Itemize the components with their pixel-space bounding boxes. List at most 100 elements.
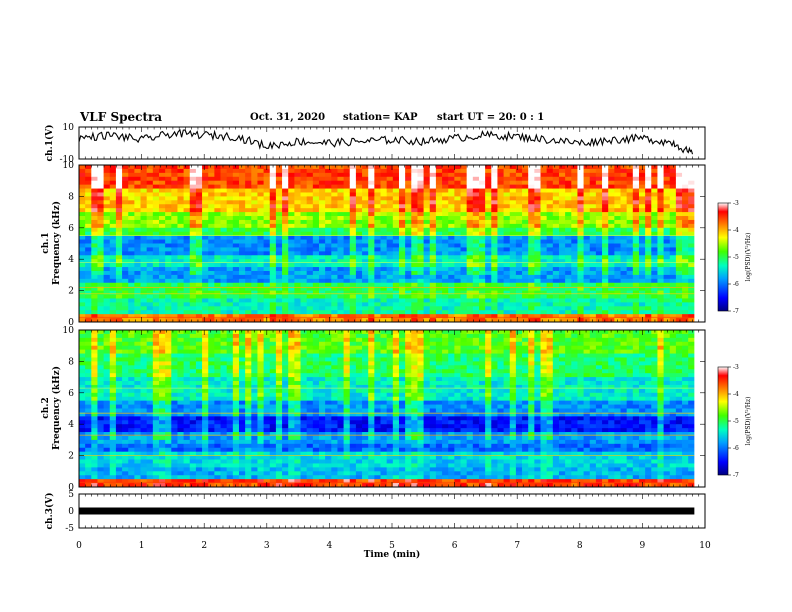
spectrogram-cell <box>122 443 129 449</box>
spectrogram-cell <box>134 168 141 174</box>
spectrogram-cell <box>540 165 548 170</box>
spectrogram-cell <box>115 270 123 276</box>
spectrogram-cell <box>374 302 381 307</box>
spectrogram-cell <box>534 231 541 237</box>
spectrogram-cell <box>682 243 689 248</box>
spectrogram-cell <box>91 459 98 464</box>
spectrogram-cell <box>595 223 603 229</box>
spectrogram-cell <box>645 239 652 244</box>
spectrogram-cell <box>122 341 129 347</box>
spectrogram-cell <box>312 227 320 233</box>
spectrogram-cell <box>546 274 554 280</box>
spectrogram-cell <box>202 302 209 307</box>
spectrogram-cell <box>435 274 443 280</box>
spectrogram-cell <box>608 267 615 272</box>
spectrogram-cell <box>91 424 98 429</box>
spectrogram-cell <box>152 408 160 413</box>
spectrogram-cell <box>682 286 689 292</box>
spectrogram-cell <box>466 314 474 319</box>
spectrogram-cell <box>577 274 584 280</box>
spectrogram-cell <box>491 239 498 244</box>
spectrogram-cell <box>232 290 240 295</box>
spectrogram-cell <box>79 377 86 382</box>
spectrogram-cell <box>491 184 498 189</box>
spectrogram-cell <box>349 243 357 248</box>
spectrogram-cell <box>565 267 572 272</box>
spectrogram-cell <box>91 267 98 272</box>
spectrogram-cell <box>423 294 431 299</box>
spectrogram-cell <box>140 369 148 374</box>
spectrogram-cell <box>435 255 443 260</box>
spectrogram-cell <box>257 247 264 252</box>
spectrogram-cell <box>577 227 584 233</box>
spectrogram-cell <box>355 318 363 323</box>
spectrogram-cell <box>183 479 191 484</box>
spectrogram-cell <box>614 212 621 217</box>
spectrogram-cell <box>159 435 166 441</box>
spectrogram-cell <box>608 290 615 295</box>
spectrogram-cell <box>134 165 141 170</box>
spectrogram-cell <box>214 270 221 276</box>
spectrogram-cell <box>398 235 406 240</box>
spectrogram-cell <box>534 251 541 256</box>
spectrogram-cell <box>466 255 474 260</box>
spectrogram-cell <box>232 216 240 221</box>
spectrogram-cell <box>448 212 455 217</box>
spectrogram-cell <box>577 247 584 252</box>
spectrogram-cell <box>343 306 351 311</box>
spectrogram-cell <box>362 196 369 201</box>
spectrogram-cell <box>349 247 357 252</box>
spectrogram-cell <box>565 274 572 280</box>
spectrogram-cell <box>282 184 289 189</box>
spectrogram-cell <box>608 298 615 303</box>
spectrogram-cell <box>454 196 461 201</box>
spectrogram-cell <box>522 192 529 197</box>
spectrogram-cell <box>263 231 271 237</box>
spectrogram-cell <box>682 227 689 233</box>
spectrogram-cell <box>645 255 652 260</box>
spectrogram-cell <box>528 231 535 237</box>
spectrogram-cell <box>577 223 584 229</box>
spectrogram-cell <box>657 247 664 252</box>
spectrogram-cell <box>355 263 363 268</box>
spectrogram-cell <box>152 227 160 233</box>
spectrogram-cell <box>405 235 412 240</box>
spectrogram-cell <box>103 235 111 240</box>
spectrogram-cell <box>85 345 92 351</box>
spectrogram-cell <box>140 341 148 347</box>
spectrogram-cell <box>202 357 209 362</box>
spectrogram-cell <box>275 188 283 193</box>
spectrogram-cell <box>478 208 486 213</box>
spectrogram-cell <box>109 208 117 213</box>
spectrogram-cell <box>620 180 628 186</box>
spectrogram-cell <box>214 388 221 394</box>
spectrogram-cell <box>337 165 344 170</box>
spectrogram-cell <box>195 259 203 264</box>
spectrogram-cell <box>638 200 646 205</box>
spectrogram-cell <box>195 388 203 394</box>
spectrogram-cell <box>478 314 486 319</box>
spectrogram-cell <box>657 231 664 237</box>
spectrogram-cell <box>577 310 584 315</box>
spectrogram-cell <box>349 208 357 213</box>
spectrogram-cell <box>398 168 406 174</box>
spectrogram-cell <box>300 270 308 276</box>
spectrogram-cell <box>177 282 185 288</box>
spectrogram-cell <box>226 392 234 398</box>
spectrogram-cell <box>79 388 86 394</box>
spectrogram-cell <box>257 267 264 272</box>
spectrogram-cell <box>171 345 178 351</box>
spectrogram-cell <box>202 416 209 421</box>
spectrogram-cell <box>380 306 388 311</box>
spectrogram-cell <box>275 274 283 280</box>
spectrogram-cell <box>208 479 215 484</box>
spectrogram-cell <box>552 298 560 303</box>
spectrogram-cell <box>257 259 264 264</box>
spectrogram-cell <box>368 263 375 268</box>
spectrogram-cell <box>608 216 615 221</box>
spectrogram-cell <box>85 180 92 186</box>
spectrogram-cell <box>503 180 511 186</box>
spectrogram-cell <box>614 263 621 268</box>
spectrogram-cell <box>312 223 320 229</box>
spectrogram-cell <box>337 306 344 311</box>
